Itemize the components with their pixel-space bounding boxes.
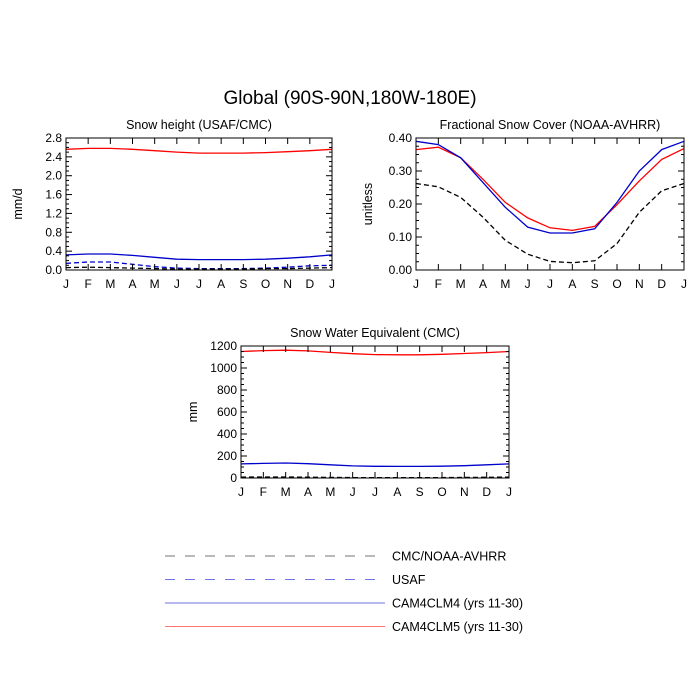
x-tick-label: F: [435, 277, 442, 291]
y-tick-label: 2.8: [45, 131, 62, 145]
x-tick-label: J: [372, 485, 378, 499]
x-tick-label: M: [105, 277, 115, 291]
chart-title: Snow height (USAF/CMC): [126, 118, 272, 132]
x-tick-label: J: [174, 277, 180, 291]
y-tick-label: 200: [217, 449, 237, 463]
legend-label: CAM4CLM5 (yrs 11-30): [392, 620, 523, 634]
x-tick-label: J: [63, 277, 69, 291]
x-tick-label: M: [456, 277, 466, 291]
y-tick-label: 1200: [210, 339, 237, 353]
plot-frame: [415, 137, 685, 271]
legend-label: CAM4CLM4 (yrs 11-30): [392, 597, 523, 611]
series-line-usaf: [65, 261, 333, 270]
legend-label: CMC/NOAA-AVHRR: [392, 550, 506, 564]
x-tick-label: D: [657, 277, 666, 291]
plot-frame: [240, 345, 510, 479]
x-tick-label: A: [304, 485, 312, 499]
plot-frame: [65, 137, 333, 271]
x-tick-label: F: [84, 277, 91, 291]
y-tick-label: 1.6: [45, 188, 62, 202]
x-tick-label: J: [681, 277, 687, 291]
legend-item-usaf: USAF: [165, 573, 426, 587]
series-line-clm5: [415, 146, 685, 232]
x-tick-label: J: [547, 277, 553, 291]
y-tick-label: 1.2: [45, 206, 62, 220]
x-tick-label: D: [305, 277, 314, 291]
y-tick-label: 0.40: [389, 131, 413, 145]
x-tick-label: J: [196, 277, 202, 291]
x-tick-label: O: [261, 277, 270, 291]
x-tick-label: N: [460, 485, 469, 499]
x-tick-label: M: [500, 277, 510, 291]
chart-1: Snow height (USAF/CMC) mm/d 0.0 0.4 0.8 1.2 1.…: [11, 118, 335, 291]
y-tick-label: 2.4: [45, 150, 62, 164]
y-tick-label: 0.30: [389, 164, 413, 178]
x-tick-label: A: [568, 277, 576, 291]
x-tick-label: J: [329, 277, 335, 291]
y-tick-label: 1000: [210, 361, 237, 375]
x-tick-label: N: [635, 277, 644, 291]
x-tick-label: O: [437, 485, 446, 499]
legend-item-clm5: CAM4CLM5 (yrs 11-30): [165, 620, 523, 634]
page-title: Global (90S-90N,180W-180E): [223, 88, 476, 109]
y-tick-label: 600: [217, 405, 237, 419]
y-tick-label: 0.10: [389, 230, 413, 244]
chart-2: Fractional Snow Cover (NOAA-AVHRR) unitle…: [361, 118, 687, 291]
legend-item-cmc: CMC/NOAA-AVHRR: [165, 550, 506, 564]
x-tick-label: N: [283, 277, 292, 291]
y-tick-label: 2.0: [45, 169, 62, 183]
x-tick-label: J: [238, 485, 244, 499]
chart-title: Fractional Snow Cover (NOAA-AVHRR): [440, 118, 661, 132]
legend-label: USAF: [392, 573, 426, 587]
x-tick-label: O: [612, 277, 621, 291]
x-tick-label: M: [325, 485, 335, 499]
series-line-cmc: [415, 182, 685, 264]
x-tick-label: S: [591, 277, 599, 291]
y-tick-label: 400: [217, 427, 237, 441]
y-tick-label: 0: [230, 471, 237, 485]
x-tick-label: S: [416, 485, 424, 499]
x-tick-label: A: [393, 485, 401, 499]
x-tick-label: J: [350, 485, 356, 499]
legend: CMC/NOAA-AVHRR USAF CAM4CLM4 (yrs 11-30) CA…: [165, 550, 523, 634]
x-tick-label: A: [128, 277, 136, 291]
y-tick-label: 0.8: [45, 225, 62, 239]
x-tick-label: M: [281, 485, 291, 499]
series-line-clm4: [65, 253, 333, 261]
series-line-clm4: [240, 462, 510, 468]
x-tick-label: A: [479, 277, 487, 291]
x-tick-label: J: [525, 277, 531, 291]
chart-3: Snow Water Equivalent (CMC) mm 0 200 400 600 8…: [186, 326, 512, 499]
y-tick-label: 0.4: [45, 244, 62, 258]
y-tick-label: 800: [217, 383, 237, 397]
y-tick-label: 0.00: [389, 263, 413, 277]
x-tick-label: J: [506, 485, 512, 499]
y-tick-label: 0.0: [45, 263, 62, 277]
y-tick-label: 0.20: [389, 197, 413, 211]
x-tick-label: D: [482, 485, 491, 499]
y-axis-label: unitless: [361, 183, 375, 225]
series-line-clm5: [65, 147, 333, 154]
x-tick-label: S: [239, 277, 247, 291]
chart-panels: Snow height (USAF/CMC) mm/d 0.0 0.4 0.8 1.2 1.…: [11, 118, 687, 499]
x-tick-label: A: [217, 277, 225, 291]
x-tick-label: M: [150, 277, 160, 291]
y-axis-label: mm/d: [11, 188, 25, 219]
series-line-clm4: [415, 140, 685, 234]
x-tick-label: J: [413, 277, 419, 291]
y-axis-label: mm: [186, 402, 200, 423]
legend-item-clm4: CAM4CLM4 (yrs 11-30): [165, 597, 523, 611]
chart-title: Snow Water Equivalent (CMC): [290, 326, 460, 340]
x-tick-label: F: [260, 485, 267, 499]
